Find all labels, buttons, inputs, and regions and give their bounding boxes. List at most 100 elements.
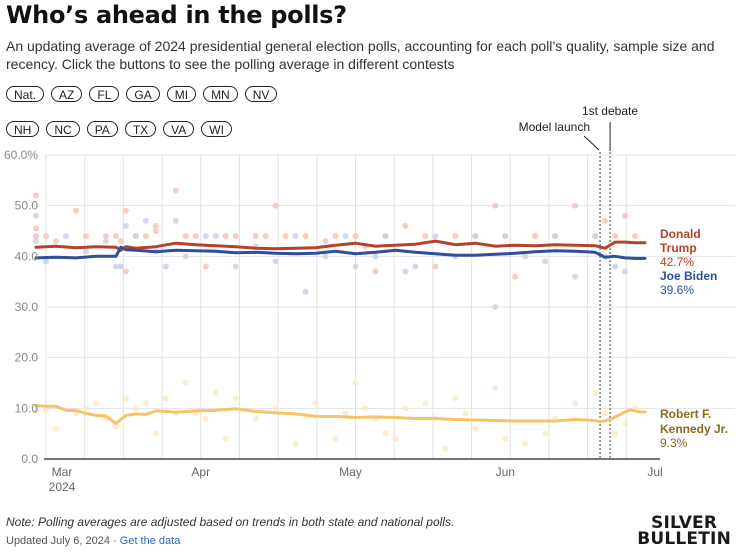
get-the-data-link[interactable]: Get the data [119,535,181,547]
poll-dot-trump [232,233,239,240]
poll-dot-kennedy [502,435,509,442]
poll-dot-biden [402,268,409,275]
event-annotations: Model launch 1st debate [519,104,638,459]
poll-dot-kennedy [342,410,349,417]
trump-label-value: 42.7% [660,255,694,269]
poll-dot-trump [422,233,429,240]
contest-button-nc[interactable]: NC [46,121,80,137]
poll-dot-biden [552,233,559,240]
y-tick-label: 0.0 [21,452,38,466]
poll-dot-kennedy [112,423,119,430]
poll-dot-trump [612,233,619,240]
y-tick-label: 50.0 [15,199,39,213]
poll-dot-kennedy [212,390,219,397]
logo-line-2: BULLETIN [637,529,731,549]
poll-dot-biden [542,258,549,265]
contest-button-mi[interactable]: MI [166,86,197,102]
poll-dot-kennedy [472,425,479,432]
x-tick-label: Mar [52,465,73,479]
poll-dot-trump [572,202,579,209]
poll-dot-trump [272,202,279,209]
annotation-1st-debate: 1st debate [582,104,638,118]
poll-dot-kennedy [422,400,429,407]
poll-dot-trump [33,192,40,199]
poll-dot-trump [33,225,40,232]
poll-dot-kennedy [202,415,209,422]
poll-dot-biden [202,233,209,240]
poll-dot-biden [232,263,239,270]
poll-dot-biden [372,253,379,260]
poll-dot-trump [102,233,109,240]
contest-button-az[interactable]: AZ [51,86,83,102]
poll-dot-kennedy [332,435,339,442]
trump-label-name: Donald [660,227,701,241]
poll-dot-biden [142,217,149,224]
poll-dot-biden [302,288,309,295]
poll-dot-biden [502,233,509,240]
poll-dot-trump [632,233,639,240]
biden-label-value: 39.6% [660,283,694,297]
poll-dot-trump [372,268,379,275]
poll-dot-biden [432,233,439,240]
page-subtitle: An updating average of 2024 presidential… [6,38,715,72]
poll-dot-biden [182,253,189,260]
x-tick-label: Jul [647,465,662,479]
poll-dot-kennedy [182,380,189,386]
contest-button-nv[interactable]: NV [244,86,278,102]
poll-dot-trump [222,233,229,240]
poll-dot-trump [117,238,124,245]
contest-button-ga[interactable]: GA [126,86,160,102]
poll-dot-kennedy [272,405,279,412]
contest-button-wi[interactable]: WI [201,121,232,137]
poll-dot-trump [202,263,209,270]
trump-average-line [34,239,647,252]
poll-dot-kennedy [592,390,599,397]
biden-average-line [34,245,647,260]
updated-date: Updated July 6, 2024 [6,535,110,547]
poll-dot-biden [272,258,279,265]
poll-dot-trump [532,233,539,240]
contest-button-tx[interactable]: TX [124,121,157,137]
kennedy-label-name: Robert F. [660,407,711,421]
logo-line-1: SILVER [651,513,718,533]
poll-dot-biden [342,233,349,240]
contest-button-nat[interactable]: Nat. [6,86,45,102]
kennedy-label-value: 9.3% [660,436,688,450]
poll-dot-trump [302,233,309,240]
poll-dot-kennedy [132,405,139,412]
contest-button-pa[interactable]: PA [86,121,118,137]
poll-dot-biden [612,263,619,270]
poll-dot-kennedy [92,400,99,407]
poll-dot-trump [402,222,409,229]
annotation-leader [583,135,600,151]
trump-label-name: Trump [660,241,697,255]
y-tick-label: 60.0% [4,148,38,162]
y-tick-label: 20.0 [15,351,39,365]
contest-button-mn[interactable]: MN [203,86,238,102]
poll-dot-biden [492,304,499,310]
contest-button-nh[interactable]: NH [6,121,40,137]
contest-button-va[interactable]: VA [163,121,195,137]
poll-dot-trump [602,217,609,224]
contest-button-fl[interactable]: FL [89,86,120,102]
footnote: Note: Polling averages are adjusted base… [6,515,455,529]
poll-dot-kennedy [442,445,449,452]
poll-dot-kennedy [352,380,359,386]
poll-dot-biden [522,253,529,260]
poll-dot-trump [262,233,269,240]
poll-dot-biden [62,233,69,240]
poll-dot-biden [33,238,40,245]
poll-dot-trump [192,233,199,240]
poll-dot-kennedy [382,430,389,437]
poll-dot-kennedy [362,405,369,412]
poll-dot-kennedy [462,410,469,417]
poll-dot-kennedy [452,395,459,402]
poll-dots [33,187,639,452]
update-line: Updated July 6, 2024 · Get the data [6,535,180,547]
poll-dot-biden [132,233,139,240]
poll-dot-trump [622,212,629,219]
poll-dot-kennedy [292,440,299,447]
chart-grid [45,154,735,459]
poll-dot-trump [112,233,119,240]
